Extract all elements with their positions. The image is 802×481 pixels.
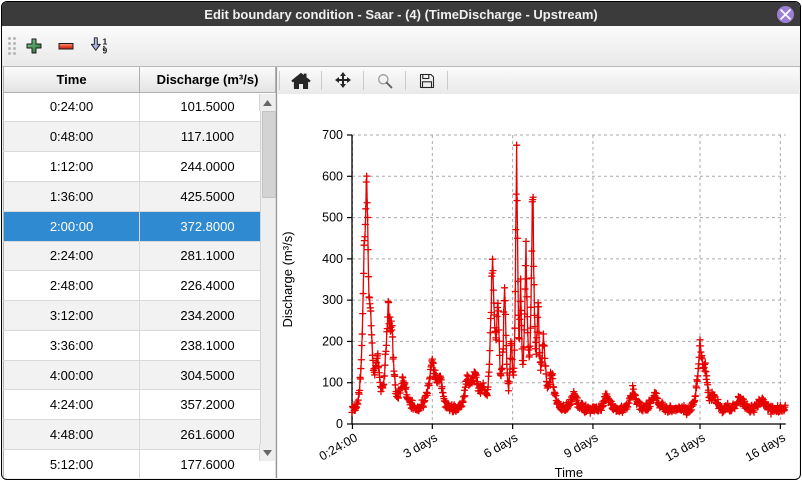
svg-text:16 days: 16 days (743, 430, 788, 464)
svg-text:3 days: 3 days (401, 430, 440, 461)
svg-text:500: 500 (322, 211, 343, 225)
svg-text:100: 100 (322, 376, 343, 390)
svg-text:13 days: 13 days (663, 430, 708, 464)
svg-text:Discharge (m³/s): Discharge (m³/s) (280, 231, 295, 327)
svg-text:Time: Time (555, 465, 583, 480)
svg-text:400: 400 (322, 252, 343, 266)
svg-text:700: 700 (322, 128, 343, 142)
svg-text:6 days: 6 days (481, 430, 520, 461)
svg-text:0:24:00: 0:24:00 (317, 430, 360, 463)
svg-text:200: 200 (322, 334, 343, 348)
svg-text:600: 600 (322, 169, 343, 183)
svg-text:300: 300 (322, 293, 343, 307)
svg-text:0: 0 (336, 417, 343, 431)
svg-text:9 days: 9 days (562, 430, 601, 461)
